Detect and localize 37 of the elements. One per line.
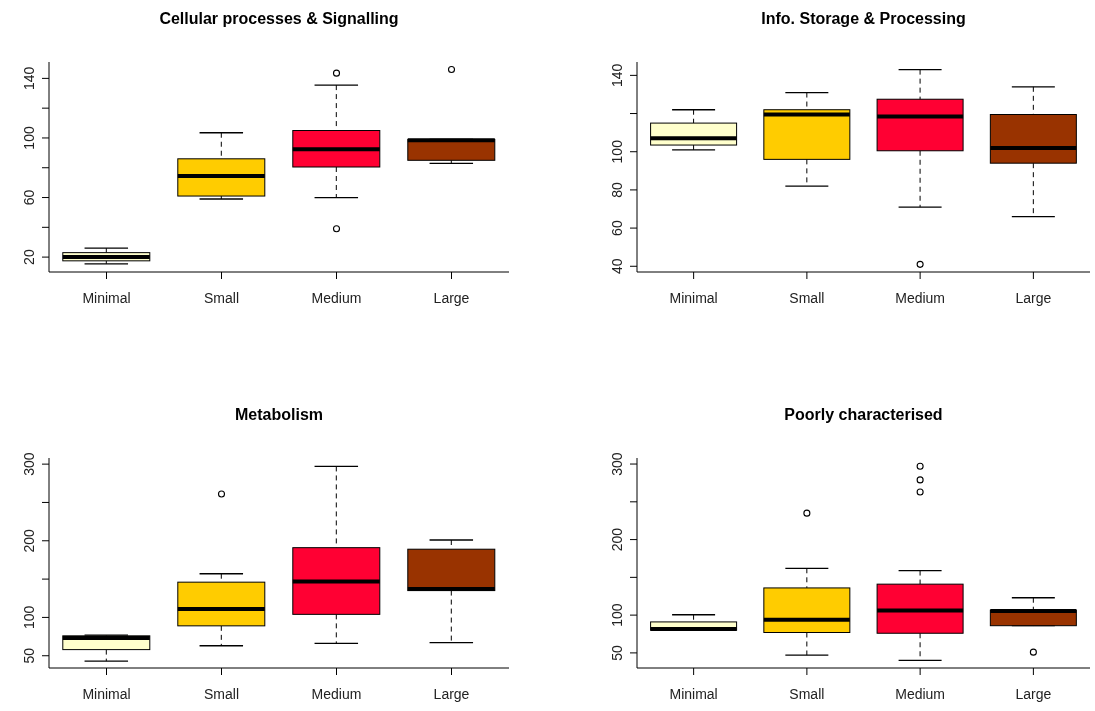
- y-tick-label: 100: [21, 605, 37, 630]
- x-tick-label: Minimal: [669, 686, 718, 702]
- y-tick-label: 50: [21, 647, 37, 664]
- x-tick-label: Minimal: [669, 290, 718, 306]
- x-tick-label: Medium: [895, 290, 946, 306]
- chart-title: Cellular processes & Signalling: [158, 10, 400, 28]
- y-tick-label: 100: [609, 603, 625, 627]
- x-tick-label: Medium: [895, 686, 946, 702]
- x-tick-label: Small: [203, 686, 240, 702]
- chart-title: Poorly characterised: [783, 406, 944, 424]
- x-tick-label: Minimal: [82, 290, 131, 306]
- x-tick-label: Large: [433, 290, 470, 306]
- y-tick-label: 40: [609, 258, 625, 275]
- y-tick-label: 60: [21, 189, 37, 206]
- y-tick-label: 50: [609, 644, 625, 661]
- y-tick-label: 100: [609, 139, 625, 164]
- y-tick-label: 200: [21, 528, 37, 553]
- y-tick-label: 200: [609, 527, 625, 552]
- y-tick-label: 80: [609, 181, 625, 198]
- x-tick-label: Minimal: [82, 686, 131, 702]
- chart-title: Metabolism: [234, 406, 324, 424]
- y-tick-label: 140: [21, 66, 37, 91]
- x-tick-label: Small: [789, 686, 825, 702]
- x-tick-label: Large: [1015, 686, 1052, 702]
- x-tick-label: Small: [789, 290, 825, 306]
- y-tick-label: 140: [609, 63, 625, 88]
- x-tick-label: Small: [203, 290, 240, 306]
- y-tick-label: 100: [21, 126, 37, 150]
- chart-title: Info. Storage & Processing: [760, 10, 967, 28]
- x-tick-label: Medium: [311, 290, 362, 306]
- x-tick-label: Large: [433, 686, 470, 702]
- y-tick-label: 300: [609, 452, 625, 476]
- y-tick-label: 300: [21, 452, 37, 476]
- y-tick-label: 20: [21, 249, 37, 265]
- x-tick-label: Large: [1015, 290, 1052, 306]
- x-tick-label: Medium: [311, 686, 362, 702]
- y-tick-label: 60: [609, 220, 625, 236]
